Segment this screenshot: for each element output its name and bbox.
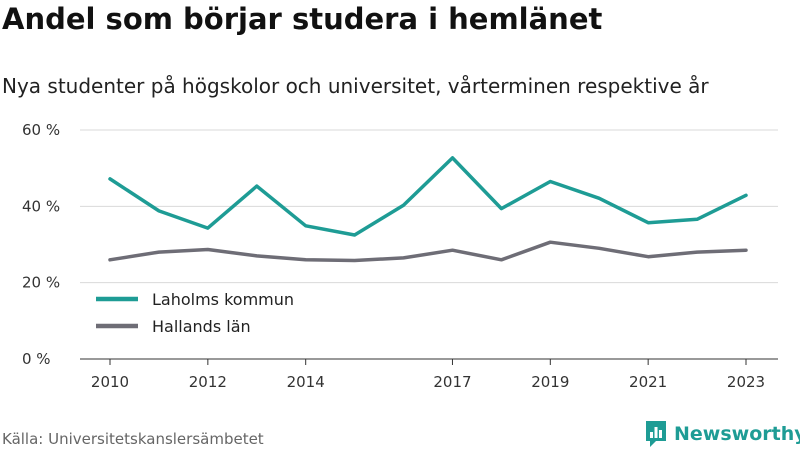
legend-label: Laholms kommun [152, 290, 294, 309]
series-line [108, 156, 748, 237]
brand-logo: Newsworthy [644, 420, 800, 448]
chart-subtitle: Nya studenter på högskolor och universit… [2, 74, 709, 98]
bar-chart-speech-icon [646, 421, 666, 447]
y-tick-label: 20 % [22, 274, 60, 292]
y-tick-label: 60 % [22, 121, 60, 139]
line-chart: 0 % 20 % 40 % 60 % 2010 2012 2014 2017 2019 2021 2… [22, 121, 778, 391]
x-tick-label: 2017 [433, 373, 471, 391]
x-tick-label: 2014 [287, 373, 325, 391]
chart-title: Andel som börjar studera i hemlänet [2, 2, 603, 36]
source-note: Källa: Universitetskanslersämbetet [2, 430, 264, 448]
series-line [108, 240, 748, 263]
y-tick-label: 0 % [22, 350, 51, 368]
x-tick-label: 2021 [629, 373, 667, 391]
x-tick-label: 2010 [91, 373, 129, 391]
brand-name: Newsworthy [674, 423, 800, 445]
x-tick-label: 2023 [727, 373, 765, 391]
legend-label: Hallands län [152, 317, 251, 336]
x-tick-label: 2019 [531, 373, 569, 391]
x-tick-label: 2012 [189, 373, 227, 391]
y-tick-label: 40 % [22, 197, 60, 215]
